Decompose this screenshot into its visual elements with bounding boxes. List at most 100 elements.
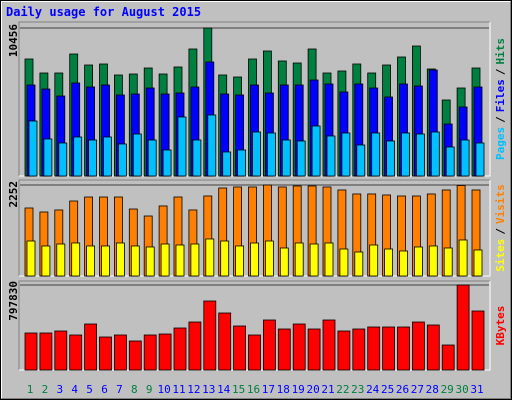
- y-tick-label: 797830: [7, 281, 20, 321]
- bar: [132, 133, 142, 177]
- bar: [441, 344, 455, 371]
- bar: [292, 323, 306, 371]
- bar: [281, 139, 291, 177]
- legend-entry: Hits: [494, 38, 507, 65]
- bar: [296, 140, 306, 177]
- bar: [188, 321, 202, 371]
- bar: [397, 326, 410, 371]
- bar: [103, 136, 112, 177]
- bar: [86, 245, 95, 277]
- x-tick-label: 3: [56, 383, 63, 396]
- bar: [84, 323, 97, 371]
- bar: [192, 139, 202, 177]
- bar: [460, 139, 470, 177]
- x-tick-label: 14: [217, 383, 231, 396]
- bar: [326, 135, 336, 177]
- bar: [130, 245, 140, 277]
- y-tick-label: 2252: [7, 181, 20, 208]
- bar: [160, 243, 170, 277]
- bar: [24, 332, 38, 371]
- bar: [445, 146, 455, 177]
- bar: [252, 131, 261, 177]
- bar: [339, 248, 349, 277]
- bar: [341, 132, 351, 177]
- bar: [69, 334, 83, 371]
- x-tick-label: 12: [187, 383, 200, 396]
- legend: Sites / Visits: [494, 184, 507, 272]
- bar: [222, 151, 232, 177]
- bar: [128, 340, 142, 371]
- bar: [371, 132, 381, 177]
- x-tick-label: 7: [116, 383, 123, 396]
- x-tick-label: 4: [71, 383, 78, 396]
- legend-separator: /: [494, 116, 507, 123]
- x-tick-label: 9: [146, 383, 153, 396]
- bar: [235, 245, 245, 277]
- legend-entry: Sites: [494, 239, 507, 272]
- bar: [58, 142, 68, 177]
- bar: [54, 330, 68, 371]
- chart-title: Daily usage for August 2015: [6, 5, 201, 19]
- bar: [233, 325, 247, 371]
- x-tick-label: 13: [202, 383, 215, 396]
- bar: [101, 245, 110, 277]
- bar: [250, 242, 259, 277]
- bar: [279, 247, 289, 277]
- x-tick-label: 5: [86, 383, 93, 396]
- bar: [356, 144, 366, 177]
- bar: [458, 239, 468, 277]
- bar: [428, 245, 438, 277]
- bar: [203, 300, 217, 371]
- bar: [311, 125, 321, 177]
- legend-entry: KBytes: [494, 306, 507, 346]
- legend: Pages / Files / Hits: [494, 38, 507, 160]
- bar: [28, 120, 38, 177]
- panel-edge-dark: [18, 179, 490, 276]
- x-tick-label: 19: [292, 383, 305, 396]
- x-tick-label: 18: [277, 383, 290, 396]
- bar: [369, 244, 379, 277]
- x-tick-label: 26: [396, 383, 409, 396]
- bar: [118, 143, 127, 177]
- bar: [147, 139, 157, 177]
- x-tick-label: 2: [42, 383, 49, 396]
- x-tick-label: 17: [262, 383, 275, 396]
- x-tick-label: 30: [455, 383, 468, 396]
- bar: [413, 246, 423, 277]
- legend-separator: /: [494, 68, 507, 75]
- bar: [337, 330, 351, 371]
- bar: [309, 243, 319, 277]
- bar: [207, 114, 217, 177]
- x-tick-label: 8: [131, 383, 138, 396]
- legend-entry: Visits: [494, 184, 507, 224]
- bar: [220, 240, 230, 277]
- x-tick-label: 24: [366, 383, 380, 396]
- bar: [352, 328, 366, 371]
- legend-entry: Pages: [494, 127, 507, 160]
- y-tick-label: 10456: [7, 24, 20, 57]
- bar: [399, 250, 408, 277]
- bar: [367, 326, 381, 371]
- x-tick-label: 1: [27, 383, 34, 396]
- bar: [145, 246, 155, 277]
- x-tick-label: 28: [426, 383, 439, 396]
- x-tick-label: 21: [321, 383, 334, 396]
- bar: [237, 149, 247, 177]
- bar: [426, 324, 440, 371]
- bar: [56, 243, 66, 277]
- x-tick-label: 23: [351, 383, 364, 396]
- bar: [99, 336, 112, 371]
- bar: [39, 332, 53, 371]
- bar: [43, 138, 53, 177]
- legend: KBytes: [494, 306, 507, 346]
- bar: [382, 326, 396, 371]
- x-tick-label: 6: [101, 383, 108, 396]
- bar: [277, 328, 291, 371]
- bar: [262, 319, 276, 371]
- panel-edge-dark: [18, 280, 490, 370]
- x-tick-label: 16: [247, 383, 260, 396]
- bar: [248, 334, 261, 371]
- bar: [73, 136, 83, 177]
- bar: [354, 251, 364, 277]
